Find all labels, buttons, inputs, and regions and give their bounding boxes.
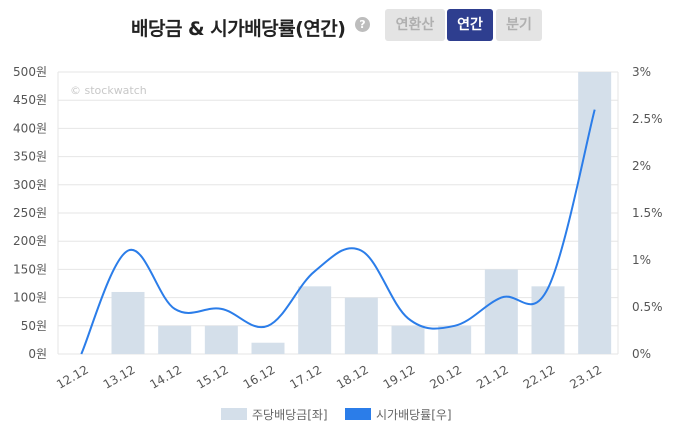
chart-title: 배당금 & 시가배당률(연간) <box>131 18 346 40</box>
x-tick-label: 14.12 <box>147 362 184 391</box>
x-tick-label: 12.12 <box>54 362 91 391</box>
x-tick-label: 13.12 <box>101 362 138 391</box>
left-tick-label: 350원 <box>13 150 47 164</box>
grid-lines <box>57 71 619 355</box>
yield-point[interactable] <box>545 285 551 291</box>
x-tick-label: 18.12 <box>334 362 371 391</box>
dividend-bar[interactable] <box>111 291 145 354</box>
dividend-bar[interactable] <box>158 325 192 354</box>
dividend-bar[interactable] <box>438 325 472 354</box>
yield-line-path[interactable] <box>80 109 596 355</box>
right-tick-label: 2% <box>632 159 651 173</box>
yield-point[interactable] <box>125 248 131 254</box>
yield-point[interactable] <box>265 323 271 329</box>
yield-point[interactable] <box>452 323 458 329</box>
dividend-bar[interactable] <box>251 342 285 354</box>
yield-point[interactable] <box>218 306 224 312</box>
yield-point[interactable] <box>592 107 598 113</box>
x-tick-label: 19.12 <box>381 362 418 391</box>
x-tick-label: 16.12 <box>241 362 278 391</box>
left-tick-label: 250원 <box>13 206 47 220</box>
x-tick-label: 22.12 <box>521 362 558 391</box>
right-tick-label: 0.5% <box>632 300 663 314</box>
annual-button[interactable]: 연간 <box>447 9 493 41</box>
dividend-bars <box>111 72 612 354</box>
left-tick-label: 500원 <box>13 65 47 79</box>
right-tick-label: 0% <box>632 347 651 361</box>
yield-point[interactable] <box>498 295 504 301</box>
watermark: © stockwatch <box>70 84 147 97</box>
x-tick-label: 21.12 <box>474 362 511 391</box>
yield-point[interactable] <box>358 248 364 254</box>
left-tick-label: 100원 <box>13 291 47 305</box>
right-tick-label: 1.5% <box>632 206 663 220</box>
left-tick-label: 450원 <box>13 93 47 107</box>
left-axis-ticks: 0원 50원 100원 150원 200원 250원 300원 350원 400원 450원 500… <box>13 65 47 361</box>
left-tick-label: 50원 <box>21 319 47 333</box>
left-tick-label: 400원 <box>13 121 47 135</box>
right-axis-ticks: 0% 0.5% 1% 1.5% 2% 2.5% 3% <box>632 65 663 361</box>
yield-point[interactable] <box>312 268 318 274</box>
legend-swatch-bar <box>221 408 247 420</box>
yield-line <box>78 107 598 357</box>
x-tick-label: 17.12 <box>287 362 324 391</box>
left-tick-label: 200원 <box>13 234 47 248</box>
help-icon[interactable]: ? <box>355 17 370 32</box>
left-tick-label: 300원 <box>13 178 47 192</box>
dividend-bar[interactable] <box>344 297 378 354</box>
legend-label-dividend: 주당배당금[좌] <box>252 408 328 422</box>
x-axis-ticks: 12.12 13.12 14.12 15.12 16.12 17.12 18.12 19.12… <box>54 362 604 391</box>
yield-point[interactable] <box>172 306 178 312</box>
right-tick-label: 2.5% <box>632 112 663 126</box>
right-tick-label: 3% <box>632 65 651 79</box>
x-tick-label: 23.12 <box>567 362 604 391</box>
annualized-button[interactable]: 연환산 <box>385 9 445 41</box>
legend-item-dividend[interactable]: 주당배당금[좌] <box>221 406 328 423</box>
legend-label-yield: 시가배당률[우] <box>376 408 452 422</box>
dividend-bar[interactable] <box>484 269 518 354</box>
yield-point[interactable] <box>405 315 411 321</box>
chart-header: 배당금 & 시가배당률(연간) ? 연환산 연간 분기 <box>0 8 677 44</box>
legend-swatch-line <box>345 408 371 420</box>
dividend-bar[interactable] <box>204 325 238 354</box>
left-tick-label: 150원 <box>13 262 47 276</box>
dividend-bar[interactable] <box>391 325 425 354</box>
dividend-bar[interactable] <box>531 286 565 354</box>
quarterly-button[interactable]: 분기 <box>496 9 542 41</box>
left-tick-label: 0원 <box>28 347 47 361</box>
x-tick-label: 15.12 <box>194 362 231 391</box>
yield-point[interactable] <box>78 351 84 357</box>
x-tick-label: 20.12 <box>427 362 464 391</box>
dividend-bar[interactable] <box>298 286 332 354</box>
legend-item-yield[interactable]: 시가배당률[우] <box>345 406 452 423</box>
dividend-bar[interactable] <box>578 72 612 354</box>
right-tick-label: 1% <box>632 253 651 267</box>
